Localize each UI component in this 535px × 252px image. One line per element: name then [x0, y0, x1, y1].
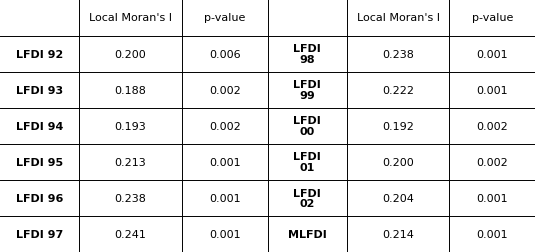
Text: LFDI
02: LFDI 02 [293, 188, 321, 208]
Text: 0.001: 0.001 [209, 193, 241, 203]
Text: 0.238: 0.238 [382, 49, 414, 59]
Text: p-value: p-value [204, 13, 246, 23]
Text: p-value: p-value [471, 13, 513, 23]
Text: 0.001: 0.001 [476, 193, 508, 203]
Text: 0.001: 0.001 [476, 49, 508, 59]
Text: LFDI
00: LFDI 00 [293, 116, 321, 137]
Text: 0.204: 0.204 [382, 193, 414, 203]
Text: 0.002: 0.002 [209, 85, 241, 96]
Text: 0.222: 0.222 [382, 85, 414, 96]
Text: LFDI 97: LFDI 97 [16, 229, 63, 239]
Text: LFDI 93: LFDI 93 [16, 85, 63, 96]
Text: LFDI 92: LFDI 92 [16, 49, 63, 59]
Text: LFDI
99: LFDI 99 [293, 80, 321, 101]
Text: 0.238: 0.238 [114, 193, 147, 203]
Text: 0.241: 0.241 [114, 229, 147, 239]
Text: 0.213: 0.213 [114, 157, 147, 167]
Text: LFDI 96: LFDI 96 [16, 193, 63, 203]
Text: 0.188: 0.188 [114, 85, 147, 96]
Text: 0.002: 0.002 [476, 157, 508, 167]
Text: MLFDI: MLFDI [288, 229, 326, 239]
Text: LFDI
01: LFDI 01 [293, 152, 321, 173]
Text: 0.193: 0.193 [114, 121, 147, 131]
Text: 0.002: 0.002 [476, 121, 508, 131]
Text: Local Moran's I: Local Moran's I [356, 13, 440, 23]
Text: 0.192: 0.192 [382, 121, 414, 131]
Text: 0.200: 0.200 [114, 49, 147, 59]
Text: Local Moran's I: Local Moran's I [89, 13, 172, 23]
Text: 0.214: 0.214 [382, 229, 414, 239]
Text: 0.001: 0.001 [209, 157, 241, 167]
Text: 0.006: 0.006 [209, 49, 241, 59]
Text: 0.001: 0.001 [476, 85, 508, 96]
Text: 0.200: 0.200 [382, 157, 414, 167]
Text: 0.001: 0.001 [209, 229, 241, 239]
Text: 0.001: 0.001 [476, 229, 508, 239]
Text: LFDI 94: LFDI 94 [16, 121, 63, 131]
Text: LFDI
98: LFDI 98 [293, 44, 321, 65]
Text: 0.002: 0.002 [209, 121, 241, 131]
Text: LFDI 95: LFDI 95 [16, 157, 63, 167]
